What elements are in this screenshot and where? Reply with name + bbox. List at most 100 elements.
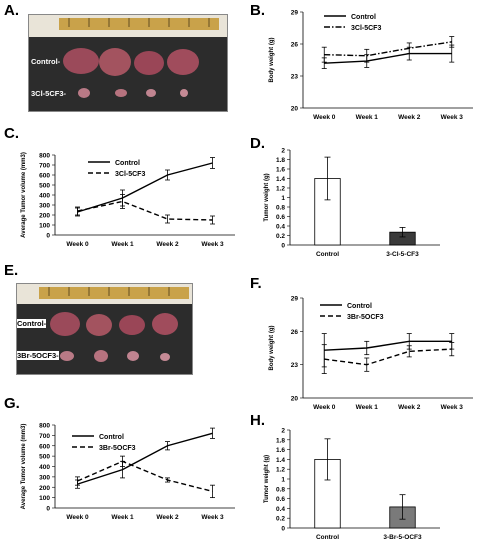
y-tick-label-h: 1.4 <box>276 457 285 464</box>
x-tick-label-c: Week 3 <box>201 241 224 248</box>
y-tick-label-c: 800 <box>39 153 50 160</box>
x-tick-label-d: 3-Cl-5-CF3 <box>386 251 419 258</box>
chart-f: 20 23 26 29 Body weight (g) Week 0 Week 1 Week … <box>269 296 473 411</box>
x-tick-label-b: Week 3 <box>441 114 464 121</box>
y-tick-label-g: 0 <box>46 506 50 513</box>
y-tick-label-g: 500 <box>39 454 50 461</box>
y-tick-label-c: 500 <box>39 183 50 190</box>
y-tick-label-f: 26 <box>291 329 299 336</box>
chart-d: 0 0.2 0.4 0.6 0.8 1 1.2 1.4 1.6 1.8 2 Tumor weight … <box>264 148 440 258</box>
y-axis-label-c: Average Tumor volume (mm3) <box>21 152 27 238</box>
legend-label-c-0: Control <box>115 160 140 167</box>
chart-g: 0 100 200 300 400 500 600 700 800 Average Tumor v… <box>21 423 235 521</box>
panel-letter-e: E. <box>4 262 19 279</box>
x-tick-label-b: Week 0 <box>313 114 336 121</box>
x-tick-label-b: Week 1 <box>356 114 379 121</box>
y-tick-label-h: 2 <box>281 428 285 435</box>
series-line-b-0 <box>324 52 452 64</box>
y-tick-label-h: 1.2 <box>276 467 285 474</box>
y-tick-label-g: 800 <box>39 423 50 430</box>
y-tick-label-b: 26 <box>291 42 299 49</box>
y-tick-label-h: 0.2 <box>276 516 285 523</box>
y-tick-label-h: 0.6 <box>276 496 285 503</box>
y-tick-label-c: 100 <box>39 223 50 230</box>
photo-a-row1-label: Control- <box>31 57 61 66</box>
x-tick-label-c: Week 0 <box>66 241 89 248</box>
y-tick-label-d: 1.6 <box>276 167 285 174</box>
y-tick-label-g: 300 <box>39 474 50 481</box>
panel-letter-g: G. <box>4 395 20 412</box>
y-tick-label-c: 200 <box>39 213 50 220</box>
panel-letter-b: B. <box>250 2 265 19</box>
y-tick-label-b: 20 <box>291 106 299 113</box>
legend-label-f-0: Control <box>347 303 372 310</box>
y-tick-label-g: 100 <box>39 495 50 502</box>
legend-label-b-1: 3Cl-5CF3 <box>351 25 381 32</box>
series-line-b-1 <box>324 41 452 57</box>
y-axis-label-g: Average Tumor volume (mm3) <box>21 424 27 510</box>
y-tick-label-g: 600 <box>39 443 50 450</box>
y-tick-label-h: 1.6 <box>276 447 285 454</box>
legend-label-c-1: 3Cl-5CF3 <box>115 171 145 178</box>
y-tick-label-h: 0.4 <box>276 506 285 513</box>
legend-label-b-0: Control <box>351 14 376 21</box>
x-tick-label-f: Week 3 <box>441 404 464 411</box>
chart-c: 0 100 200 300 400 500 600 700 800 Average Tumor v… <box>21 152 235 248</box>
x-tick-label-c: Week 1 <box>111 241 134 248</box>
y-tick-label-f: 20 <box>291 396 299 403</box>
y-tick-label-c: 0 <box>46 233 50 240</box>
y-tick-label-d: 0 <box>281 243 285 250</box>
y-tick-label-h: 1 <box>281 477 285 484</box>
tumor-photo-e: Control- 3Br-5OCF3- <box>16 283 193 375</box>
x-tick-label-b: Week 2 <box>398 114 421 121</box>
photo-a-row2-label: 3Cl-5CF3- <box>31 89 67 98</box>
x-tick-label-g: Week 3 <box>201 514 224 521</box>
y-tick-label-c: 300 <box>39 203 50 210</box>
legend-label-g-1: 3Br-5OCF3 <box>99 445 136 452</box>
y-tick-label-b: 23 <box>291 74 299 81</box>
y-tick-label-d: 0.2 <box>276 233 285 240</box>
chart-b: 20 23 26 29 Body weight (g) Week 0 Week 1 Week … <box>269 10 473 121</box>
y-axis-label-h: Tumor weight (g) <box>264 455 270 503</box>
y-axis-label-f: Body weight (g) <box>269 326 275 371</box>
panel-letter-h: H. <box>250 412 265 429</box>
y-tick-label-f: 23 <box>291 362 299 369</box>
x-tick-label-h: Control <box>316 534 339 541</box>
x-tick-label-c: Week 2 <box>156 241 179 248</box>
y-tick-label-c: 600 <box>39 173 50 180</box>
panel-letter-d: D. <box>250 135 265 152</box>
y-axis-label-d: Tumor weight (g) <box>264 173 270 221</box>
y-tick-label-f: 29 <box>291 296 299 303</box>
panel-letter-c: C. <box>4 125 19 142</box>
y-tick-label-d: 1.2 <box>276 186 285 193</box>
y-tick-label-d: 1.4 <box>276 176 285 183</box>
x-tick-label-f: Week 0 <box>313 404 336 411</box>
y-axis-label-b: Body weight (g) <box>269 38 275 83</box>
y-tick-label-h: 0.8 <box>276 486 285 493</box>
series-line-c-0 <box>77 162 213 213</box>
panel-letter-f: F. <box>250 275 262 292</box>
photo-e-row2-label: 3Br-5OCF3- <box>17 351 59 360</box>
y-tick-label-c: 700 <box>39 163 50 170</box>
series-line-f-0 <box>324 340 452 351</box>
x-tick-label-h: 3-Br-5-OCF3 <box>383 534 422 541</box>
y-tick-label-c: 400 <box>39 193 50 200</box>
legend-label-f-1: 3Br-5OCF3 <box>347 314 384 321</box>
y-tick-label-h: 1.8 <box>276 437 285 444</box>
y-tick-label-d: 0.6 <box>276 214 285 221</box>
series-line-f-1 <box>324 348 452 366</box>
y-tick-label-g: 700 <box>39 433 50 440</box>
legend-label-g-0: Control <box>99 434 124 441</box>
x-tick-label-d: Control <box>316 251 339 258</box>
y-tick-label-g: 200 <box>39 485 50 492</box>
x-tick-label-g: Week 0 <box>66 514 89 521</box>
x-tick-label-f: Week 1 <box>356 404 379 411</box>
x-tick-label-g: Week 2 <box>156 514 179 521</box>
y-tick-label-d: 2 <box>281 148 285 155</box>
panel-letter-a: A. <box>4 2 19 19</box>
y-tick-label-g: 400 <box>39 464 50 471</box>
tumor-photo-a-image <box>29 15 227 111</box>
x-tick-label-g: Week 1 <box>111 514 134 521</box>
series-line-g-1 <box>77 460 213 493</box>
